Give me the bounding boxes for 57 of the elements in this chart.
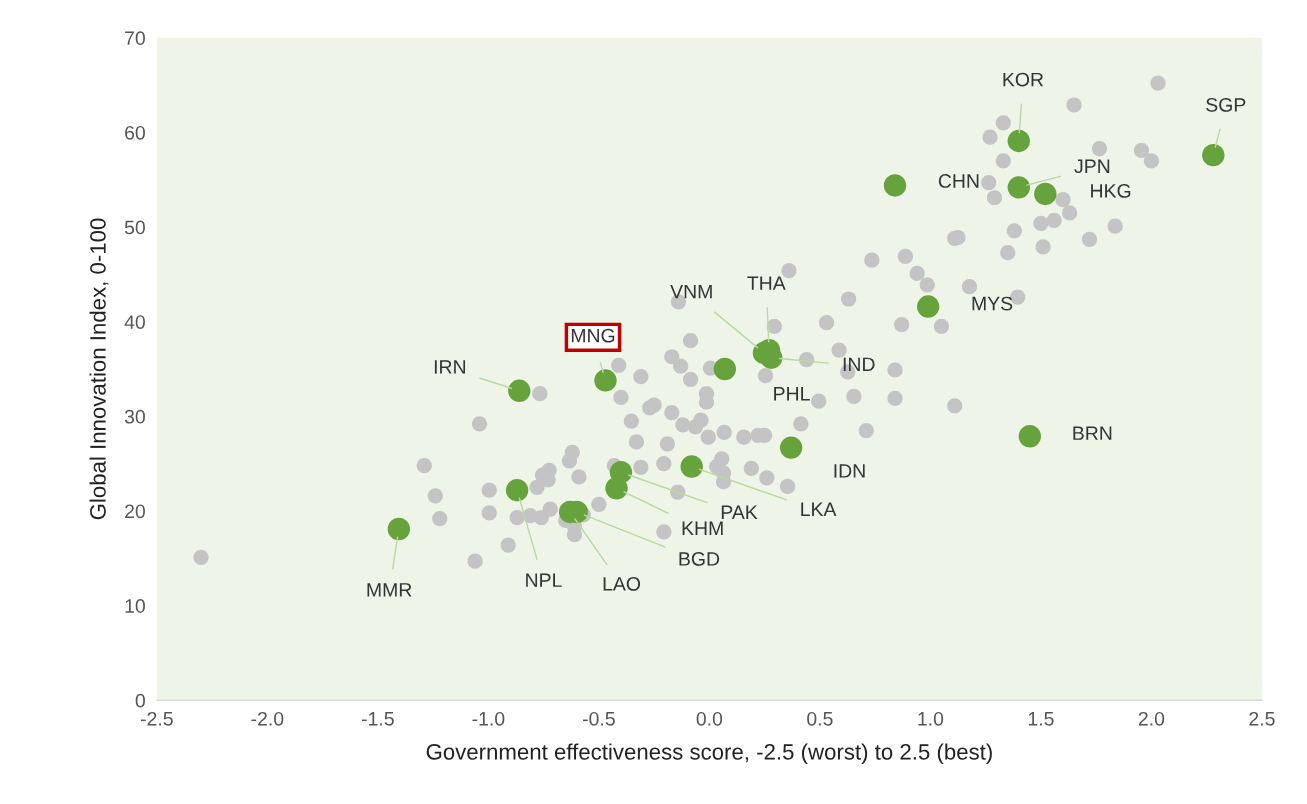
point xyxy=(883,174,907,197)
y-tick-label: 20 xyxy=(125,504,145,519)
y-tick-label: 50 xyxy=(124,220,145,235)
annotation: MYS xyxy=(972,296,1013,311)
point xyxy=(680,455,703,478)
annotation: MNG xyxy=(571,328,615,343)
point xyxy=(1202,143,1225,167)
annotation: MMR xyxy=(367,583,412,597)
point xyxy=(1007,176,1030,199)
x-tick-label: 0.5 xyxy=(807,711,833,726)
annotation: CHN xyxy=(938,174,979,188)
point xyxy=(594,369,617,392)
y-tick-label: 60 xyxy=(125,125,145,140)
annotation: PAK xyxy=(721,505,758,519)
y-tick-label: 10 xyxy=(125,599,145,613)
x-tick-label: -2.0 xyxy=(251,711,284,726)
point xyxy=(508,379,531,402)
y-axis-title: Global Innovation Index, 0-100 xyxy=(89,218,109,520)
annotation: IDN xyxy=(834,464,865,478)
annotation: BRN xyxy=(1073,426,1112,440)
x-tick-label: 2.0 xyxy=(1138,711,1165,726)
point xyxy=(505,478,529,502)
x-tick-label: -1.0 xyxy=(472,711,505,726)
y-tick-label: 40 xyxy=(124,315,145,329)
annotation: HKG xyxy=(1091,184,1131,198)
point xyxy=(605,477,628,500)
annotation: THA xyxy=(747,276,786,290)
y-tick-label: 70 xyxy=(125,31,145,46)
point xyxy=(916,295,940,318)
x-tick-label: -2.5 xyxy=(140,711,173,726)
annotation: PHL xyxy=(774,387,810,401)
point xyxy=(1034,182,1057,206)
annotation: BGD xyxy=(679,552,720,566)
x-tick-label: 0.0 xyxy=(696,711,723,726)
annotation: SGP xyxy=(1206,97,1246,112)
annotation: JPN xyxy=(1074,159,1110,174)
annotation: IRN xyxy=(434,360,466,374)
point xyxy=(1018,425,1042,448)
annotation: LAO xyxy=(603,577,641,591)
x-tick-label: -0.5 xyxy=(582,711,615,726)
annotation: KHM xyxy=(682,521,723,535)
annotation: KOR xyxy=(1003,72,1044,87)
point xyxy=(779,436,803,459)
point xyxy=(387,517,411,541)
annotation: IND xyxy=(843,357,875,372)
point xyxy=(1007,129,1030,153)
x-tick-label: 1.0 xyxy=(918,711,944,726)
x-tick-label: -1.5 xyxy=(361,712,394,726)
annotation: LKA xyxy=(801,502,837,516)
annotation: VNM xyxy=(670,284,712,299)
annotation: NPL xyxy=(526,573,562,587)
y-tick-label: 0 xyxy=(135,693,145,708)
x-tick-label: 2.5 xyxy=(1249,711,1275,726)
y-tick-label: 30 xyxy=(124,409,145,424)
x-tick-label: 1.5 xyxy=(1028,712,1054,726)
x-axis-title: Government effectiveness score, -2.5 (worst) to 2.5 (best) xyxy=(426,743,992,765)
point xyxy=(713,357,737,381)
